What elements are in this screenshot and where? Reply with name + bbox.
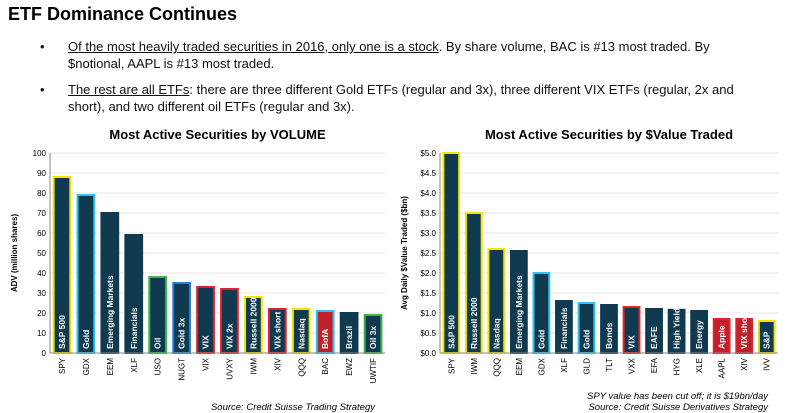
y-tick-label: 100 (33, 149, 47, 158)
bar-label: S&P (762, 331, 772, 349)
bar-label: Russell 2000 (469, 297, 479, 349)
x-tick-label: GLD (582, 358, 591, 375)
note: Source: Credit Suisse Derivatives Strate… (588, 402, 769, 413)
y-tick-label: $5.0 (420, 149, 436, 158)
bullet: The rest are all ETFs: there are three d… (40, 81, 768, 115)
x-tick-label: IWM (470, 358, 479, 375)
x-tick-label: UWTIF (369, 358, 378, 383)
y-tick-label: 30 (37, 289, 46, 298)
note: SPY value has been cut off; it is $19bn/… (587, 391, 769, 402)
bar-label: S&P 500 (446, 315, 456, 349)
bar-label: VIX short (739, 312, 749, 349)
x-tick-label: IWM (249, 358, 258, 375)
bar-label: S&P 500 (57, 315, 67, 349)
y-tick-label: 60 (37, 229, 46, 238)
y-tick-label: $4.5 (420, 169, 436, 178)
y-tick-label: 0 (42, 349, 47, 358)
x-tick-label: XLF (560, 358, 569, 373)
y-tick-label: 90 (37, 169, 46, 178)
bar-label: Emerging Markets (105, 275, 115, 349)
note: Source: Credit Suisse Trading Strategy (211, 402, 376, 413)
x-tick-label: BAC (321, 358, 330, 375)
y-tick-label: $0.5 (420, 329, 436, 338)
y-tick-label: $3.0 (420, 229, 436, 238)
y-tick-label: $1.5 (420, 289, 436, 298)
x-tick-label: XIV (273, 357, 282, 371)
bar-label: VIX (201, 335, 211, 349)
x-tick-label: SPY (447, 357, 456, 374)
y-tick-label: $2.0 (420, 269, 436, 278)
y-tick-label: 80 (37, 189, 46, 198)
bar-label: Oil (153, 338, 163, 349)
bar-label: Nasdaq (491, 318, 501, 349)
bullet-text: . By share volume, BAC is #13 most trade… (68, 39, 710, 71)
bar-label: Nasdaq (296, 318, 306, 349)
bar-label: High Yield (672, 308, 682, 349)
x-tick-label: VXX (628, 357, 637, 374)
x-tick-label: HYG (673, 358, 682, 375)
bar-label: BofA (320, 329, 330, 349)
bar-label: VIX 2x (224, 323, 234, 349)
bar-label: Gold (81, 330, 91, 349)
bar-label: EAFE (649, 326, 659, 349)
y-tick-label: $1.0 (420, 309, 436, 318)
x-tick-label: QQQ (492, 358, 501, 377)
bullet: Of the most heavily traded securities in… (40, 38, 768, 72)
bar-label: Bonds (604, 322, 614, 349)
x-tick-label: AAPL (718, 357, 727, 378)
bar-label: Gold (581, 330, 591, 349)
y-tick-label: $2.5 (420, 249, 436, 258)
y-tick-label: $3.5 (420, 209, 436, 218)
x-tick-label: EFA (650, 357, 659, 373)
x-tick-label: IVV (763, 357, 772, 371)
bar-label: Emerging Markets (514, 275, 524, 349)
bar-label: Russell 2000 (248, 297, 258, 349)
x-tick-label: VIX (202, 357, 211, 371)
bullet-underlined: Of the most heavily traded securities in… (68, 39, 439, 54)
x-tick-label: GDX (537, 357, 546, 375)
x-tick-label: XLF (130, 358, 139, 373)
bar-label: VIX short (272, 312, 282, 349)
y-axis-label: ADV (million shares) (10, 214, 19, 293)
x-tick-label: NUGT (178, 358, 187, 381)
chart-title: Most Active Securities by $Value Traded (485, 127, 733, 142)
y-tick-label: 50 (37, 249, 46, 258)
bar-label: Energy (694, 320, 704, 349)
x-tick-label: EWZ (345, 358, 354, 376)
y-tick-label: 40 (37, 269, 46, 278)
chart-title: Most Active Securities by VOLUME (109, 127, 326, 142)
bar-label: Financials (559, 307, 569, 349)
bar-label: Oil 3x (368, 326, 378, 349)
bar (76, 194, 96, 354)
x-tick-label: TLT (605, 358, 614, 372)
bar-label: Financials (129, 307, 139, 349)
x-tick-label: SPY (58, 357, 67, 374)
slide-title: ETF Dominance Continues (8, 4, 238, 24)
y-tick-label: $4.0 (420, 189, 436, 198)
bar-label: Apple (717, 325, 727, 349)
x-tick-label: XIV (740, 357, 749, 371)
y-tick-label: $0.0 (420, 349, 436, 358)
y-tick-label: 20 (37, 309, 46, 318)
y-tick-label: 10 (37, 329, 46, 338)
x-tick-label: QQQ (297, 358, 306, 377)
x-tick-label: UVXY (225, 357, 234, 379)
x-tick-label: EEM (515, 358, 524, 376)
bar-label: VIX (627, 335, 637, 349)
bullet-text: : there are three different Gold ETFs (r… (68, 82, 734, 114)
y-tick-label: 70 (37, 209, 46, 218)
y-axis-label: Avg Daily $Value Traded ($bn) (400, 196, 409, 310)
bar-label: Gold 3x (177, 318, 187, 349)
x-tick-label: EEM (106, 358, 115, 376)
x-tick-label: XLE (695, 358, 704, 373)
bar-label: Brazil (344, 326, 354, 349)
bullet-underlined: The rest are all ETFs (68, 82, 190, 97)
x-tick-label: GDX (82, 357, 91, 375)
x-tick-label: USO (154, 358, 163, 375)
bar-label: Gold (536, 330, 546, 349)
